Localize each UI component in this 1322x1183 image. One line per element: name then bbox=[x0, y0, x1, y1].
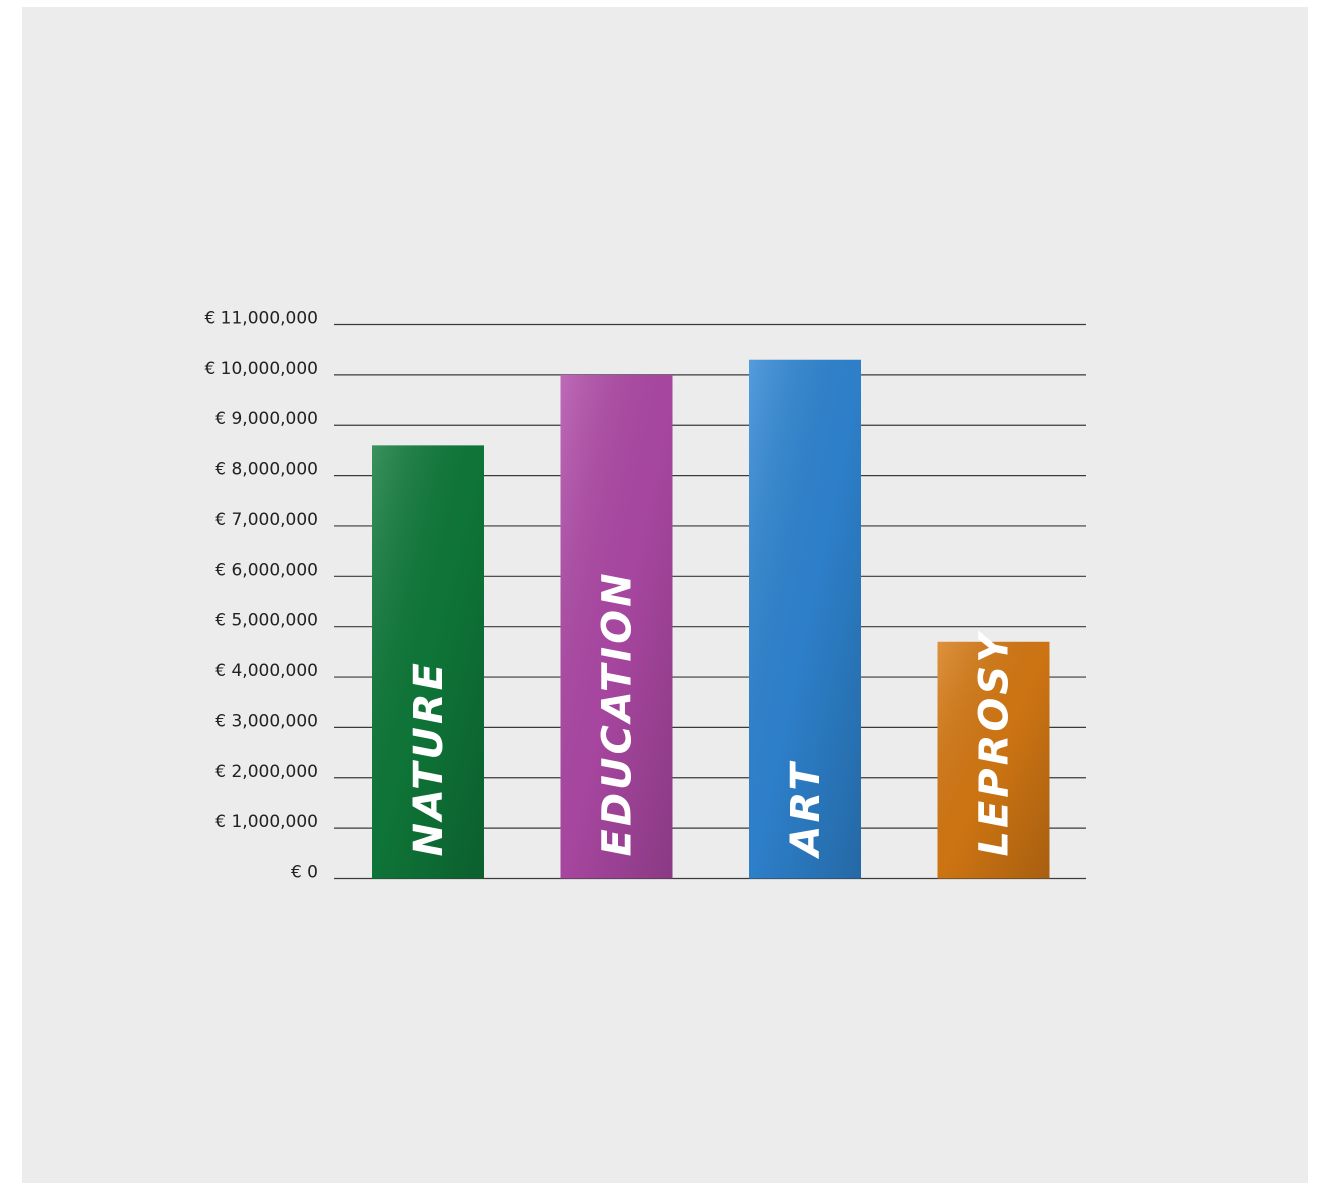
y-tick-label: € 9,000,000 bbox=[215, 409, 318, 429]
bar-label-leprosy: LEPROSY bbox=[972, 630, 1018, 857]
bar-group-education: EDUCATION bbox=[560, 374, 673, 879]
bar-shading bbox=[372, 445, 484, 879]
chart-panel: € 0 € 1,000,000 € 2,000,000 € 3,000,000 € 4,… bbox=[22, 7, 1308, 1183]
y-tick-label: € 11,000,000 bbox=[204, 309, 318, 329]
bar-shading bbox=[937, 641, 1050, 879]
bar-label-nature: NATURE bbox=[406, 660, 452, 857]
y-tick-label: € 1,000,000 bbox=[215, 812, 318, 832]
bars: NATURE EDUCATION ART LEPROSY bbox=[372, 359, 1050, 879]
y-tick-label: € 7,000,000 bbox=[215, 510, 318, 530]
y-tick-label: € 4,000,000 bbox=[215, 661, 318, 681]
bar-shading bbox=[749, 359, 861, 879]
bar-group-leprosy: LEPROSY bbox=[937, 630, 1050, 879]
y-tick-label: € 6,000,000 bbox=[215, 560, 318, 580]
bar-label-art: ART bbox=[783, 760, 829, 859]
y-tick-label: € 5,000,000 bbox=[215, 611, 318, 631]
bar-shading bbox=[560, 374, 673, 879]
y-tick-label: € 3,000,000 bbox=[215, 711, 318, 731]
y-tick-label: € 2,000,000 bbox=[215, 762, 318, 782]
y-axis: € 0 € 1,000,000 € 2,000,000 € 3,000,000 € 4,… bbox=[204, 309, 318, 883]
y-tick-label: € 0 bbox=[291, 863, 318, 883]
bar-group-nature: NATURE bbox=[372, 445, 484, 879]
bar-label-education: EDUCATION bbox=[595, 570, 641, 856]
bar-chart: € 0 € 1,000,000 € 2,000,000 € 3,000,000 € 4,… bbox=[204, 309, 1086, 883]
y-tick-label: € 10,000,000 bbox=[204, 359, 318, 379]
y-tick-label: € 8,000,000 bbox=[215, 460, 318, 480]
bar-group-art: ART bbox=[749, 359, 861, 879]
